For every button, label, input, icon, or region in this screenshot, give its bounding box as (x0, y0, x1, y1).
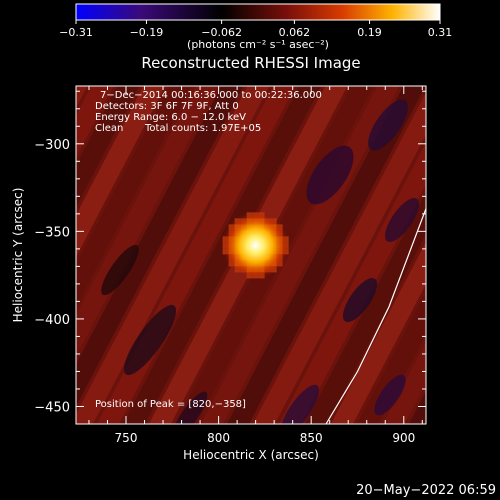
x-tick-label: 800 (207, 431, 230, 445)
colorbar-ticks: −0.31 −0.19 −0.062 0.062 0.19 0.31 (59, 20, 452, 39)
heatmap-negative-region (384, 197, 420, 243)
y-tick-label: −450 (34, 400, 70, 415)
heatmap-image (76, 0, 500, 464)
y-axis-label: Heliocentric Y (arcsec) (11, 188, 25, 323)
colorbar-tick-label: 0.062 (279, 26, 311, 39)
y-axis: −450 −400 −350 −300 (34, 90, 426, 425)
x-tick-label: 850 (300, 431, 323, 445)
colorbar-unit-label: (photons cm⁻² s⁻¹ asec⁻²) (187, 38, 329, 51)
y-tick-label: −400 (34, 313, 70, 328)
heatmap-negative-region (306, 145, 354, 205)
heatmap-dark-regions (101, 99, 420, 424)
x-tick-label: 750 (115, 431, 138, 445)
colorbar-tick-label: −0.31 (59, 26, 93, 39)
footer-timestamp: 20−May−2022 06:59 (356, 483, 496, 498)
limb-curve (325, 208, 426, 424)
colorbar-tick-label: −0.19 (130, 26, 164, 39)
heatmap-negative-region (374, 374, 406, 416)
x-axis: 750 800 850 900 (88, 86, 423, 445)
heatmap-streak (414, 0, 500, 464)
x-axis-label: Heliocentric X (arcsec) (183, 448, 319, 462)
heatmap-streak (76, 86, 140, 208)
heatmap-streak (76, 86, 192, 307)
plot-frame (75, 85, 427, 425)
colorbar (75, 3, 441, 21)
heatmap-negative-region (280, 384, 320, 424)
heatmap-streak (492, 0, 500, 464)
annotation-total-counts: Total counts: 1.97E+05 (144, 123, 261, 134)
annotation-peak-position: Position of Peak = [820,−358] (95, 399, 246, 410)
heatmap-streak (76, 86, 114, 158)
y-tick-label: −300 (34, 138, 70, 153)
heatmap-streak (76, 86, 244, 407)
heatmap-negative-region (172, 391, 208, 424)
colorbar-tick-label: 0.31 (428, 26, 453, 39)
annotation-clean: Clean (95, 123, 123, 134)
annotation-time-range: 7−Dec−2014 00:16:36.000 to 00:22:36.000 (100, 90, 322, 101)
heatmap-streak (408, 391, 426, 424)
heatmap-streak (356, 291, 426, 424)
heatmap-streak (122, 86, 322, 424)
x-tick-label: 900 (392, 431, 415, 445)
heatmap-negative-region (101, 244, 139, 296)
heatmap-negative-region (368, 99, 408, 151)
heatmap-streak (466, 0, 500, 464)
heatmap-streak (330, 241, 426, 424)
chart-title: Reconstructed RHESSI Image (141, 54, 360, 72)
colorbar-tick-label: 0.19 (357, 26, 382, 39)
heatmap-negative-region (123, 304, 177, 376)
annotation-detectors: Detectors: 3F 6F 7F 9F, Att 0 (95, 101, 239, 112)
heatmap-streak (252, 92, 426, 424)
heatmap-streak (226, 86, 426, 424)
peak-source (221, 211, 290, 280)
heatmap-streak (440, 0, 500, 464)
colorbar-tick-label: −0.062 (201, 26, 242, 39)
annotation-energy-range: Energy Range: 6.0 − 12.0 keV (95, 112, 246, 123)
y-tick-label: −350 (34, 225, 70, 240)
heatmap-streak (76, 86, 270, 424)
heatmap-streak (278, 142, 426, 424)
heatmap-negative-region (342, 277, 378, 323)
heatmap-streak (76, 86, 166, 258)
